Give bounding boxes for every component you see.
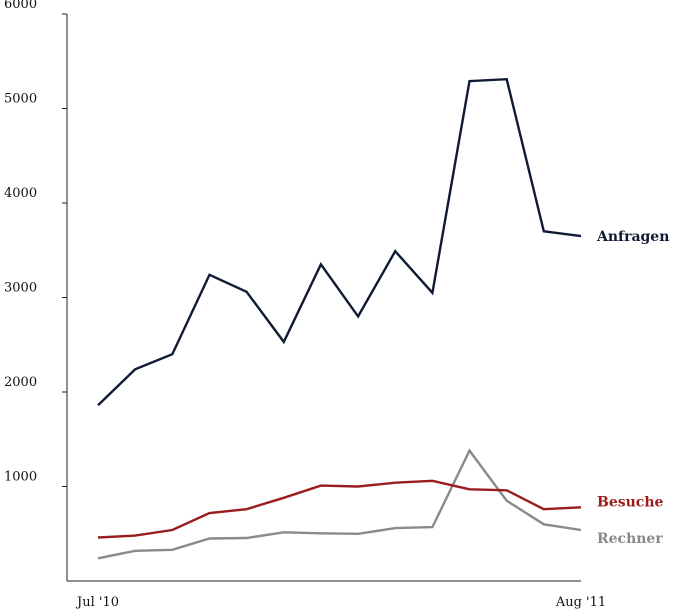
x-tick-label: Aug '11: [555, 595, 606, 610]
y-tick-label: 3000: [4, 281, 37, 296]
series-label-rechner: Rechner: [597, 531, 663, 547]
series-labels: Anfragen Besuche Rechner: [596, 229, 669, 547]
y-tick-label: 2000: [4, 375, 37, 390]
x-tick-label: Jul '10: [75, 595, 119, 610]
y-tick-label: 6000: [4, 0, 37, 12]
series-line-besuche: [97, 479, 582, 539]
series-label-anfragen: Anfragen: [596, 229, 669, 245]
y-tick-label: 1000: [4, 470, 37, 485]
x-axis-ticks: Jul '10 Aug '11: [75, 595, 606, 610]
series-line-anfragen: [97, 77, 582, 407]
series-label-besuche: Besuche: [597, 494, 664, 510]
y-tick-label: 4000: [4, 186, 37, 201]
y-tick-label: 5000: [4, 92, 37, 107]
series-line-rechner: [97, 448, 582, 560]
y-axis-ticks: 1000 2000 3000 4000 5000 6000: [4, 0, 67, 487]
series-lines: [97, 77, 582, 560]
